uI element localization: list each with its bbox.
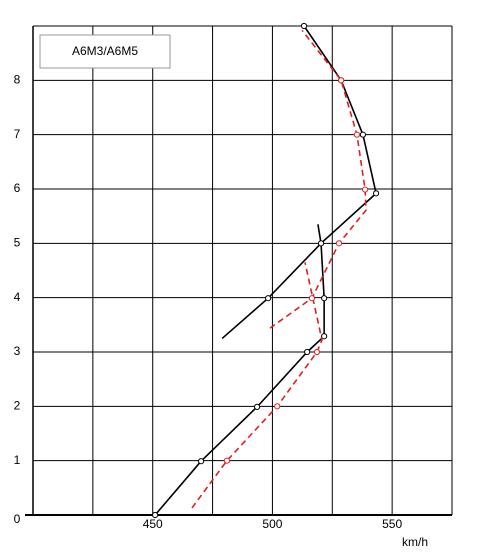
title-box [39,34,171,69]
point-marker [274,403,281,410]
point-marker [321,333,328,340]
y-tick-label: 3 [14,344,21,358]
series-line [191,29,367,509]
y-tick-label: 5 [14,236,21,250]
x-tick-label: 450 [143,517,163,531]
y-tick-label: 7 [14,127,21,141]
x-axis-label: km/h [402,535,428,549]
y-tick-label: 6 [14,181,21,195]
chart-title: A6M3/A6M5 [72,44,138,58]
y-tick-label: 1 [14,453,21,467]
point-marker [353,131,361,138]
point-marker [373,190,380,197]
point-marker [317,240,325,247]
point-marker [197,458,205,465]
point-marker [359,131,367,138]
y-tick-label: 4 [14,290,21,304]
x-tick-label: 500 [262,517,282,531]
point-marker [152,511,159,519]
point-marker [338,77,345,84]
point-marker [265,295,272,302]
point-marker [361,186,369,193]
point-marker [304,348,311,356]
y-tick-label: 8 [14,73,21,87]
x-tick-label: 550 [382,517,402,531]
point-marker [335,240,343,247]
point-marker [223,457,231,464]
point-marker [321,295,328,302]
point-marker [300,22,308,30]
y-tick-label: 2 [14,399,21,413]
point-marker [254,403,261,410]
y-tick-label: 0 [14,512,21,526]
point-marker [313,348,321,356]
point-marker [308,295,316,302]
